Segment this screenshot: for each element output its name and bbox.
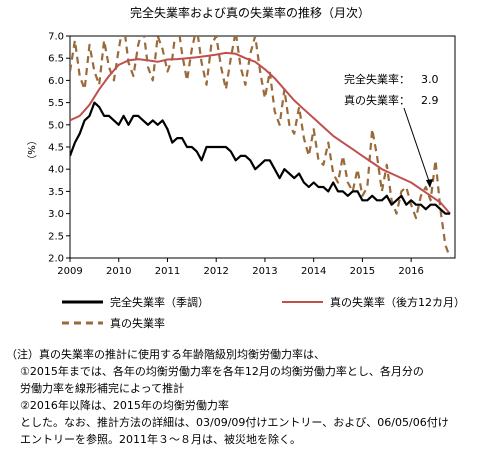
x-tick-label: 2011 — [155, 266, 180, 277]
y-axis-label: （%） — [25, 135, 37, 165]
legend-label-unemployment: 完全失業率（季調） — [110, 295, 209, 309]
note-line-6: エントリーを参照。2011年３～８月は、被災地を除く。 — [20, 433, 301, 446]
x-tick-label: 2016 — [398, 266, 423, 277]
legend-label-true-rate: 真の失業率（後方12カ月） — [330, 295, 465, 309]
note-line-1: （注）真の失業率の推計に使用する年齢階級別均衡労働力率は、 — [6, 348, 325, 361]
annotation-true-rate-label: 真の失業率： — [344, 93, 410, 107]
note-line-3: 労働力率を線形補完によって推計 — [20, 382, 185, 395]
series-line-true-rate-12m — [70, 51, 451, 215]
y-tick-label: 4.0 — [48, 165, 64, 176]
x-tick-label: 2013 — [252, 266, 277, 277]
series-line-true-rate-monthly — [70, 36, 452, 258]
note-line-2: ①2015年までは、各年の均衡労働力率を各年12月の均衡労働力率とし、各月分の — [20, 365, 424, 378]
note-line-5: とした。なお、推計方法の詳細は、03/09/09付けエントリー、および、06/0… — [20, 416, 449, 429]
series-layer — [70, 36, 452, 258]
annotation-arrow — [403, 107, 431, 185]
annotation-true-rate-value: 2.9 — [421, 94, 439, 107]
x-tick-label: 2010 — [106, 266, 131, 277]
annotation-unemployment-label: 完全失業率： — [344, 72, 410, 86]
annotation-arrowhead — [426, 179, 433, 188]
y-tick-label: 4.5 — [48, 143, 64, 154]
legend-item-true-monthly: 真の失業率 — [62, 316, 165, 330]
axes: 2.0 2.5 3.0 3.5 4.0 4.5 5.0 5.5 6.0 6.5 7.0 2009 201… — [48, 32, 456, 277]
y-tick-label: 3.5 — [48, 187, 64, 198]
y-tick-label: 2.0 — [48, 254, 64, 265]
legend-label-true-monthly: 真の失業率 — [110, 316, 165, 330]
annotation-unemployment-value: 3.0 — [421, 73, 439, 86]
x-tick-label: 2009 — [57, 266, 82, 277]
chart: 完全失業率および真の失業率の推移（月次） （%） 2.0 2.5 3.0 3.5 4.0… — [25, 5, 465, 330]
legend-item-unemployment: 完全失業率（季調） — [62, 295, 209, 309]
x-tick-label: 2015 — [350, 266, 375, 277]
y-tick-label: 5.0 — [48, 120, 64, 131]
y-tick-label: 6.0 — [48, 76, 64, 87]
y-tick-label: 6.5 — [48, 54, 64, 65]
annotation-layer: 完全失業率： 3.0 真の失業率： 2.9 — [344, 72, 439, 188]
y-tick-label: 3.0 — [48, 209, 64, 220]
note-line-4: ②2016年以降は、2015年の均衡労働力率 — [20, 399, 229, 412]
chart-title: 完全失業率および真の失業率の推移（月次） — [130, 5, 370, 20]
y-tick-label: 2.5 — [48, 231, 64, 242]
y-tick-label: 7.0 — [48, 32, 64, 43]
series-line-unemployment — [70, 101, 451, 215]
legend: 完全失業率（季調） 真の失業率（後方12カ月） 真の失業率 — [62, 295, 465, 330]
x-tick-label: 2012 — [203, 266, 228, 277]
legend-item-true-rate: 真の失業率（後方12カ月） — [282, 295, 465, 309]
plot-frame — [69, 35, 456, 259]
x-tick-label: 2014 — [301, 266, 326, 277]
notes: （注）真の失業率の推計に使用する年齢階級別均衡労働力率は、 ①2015年までは、… — [6, 346, 496, 448]
y-tick-label: 5.5 — [48, 98, 64, 109]
